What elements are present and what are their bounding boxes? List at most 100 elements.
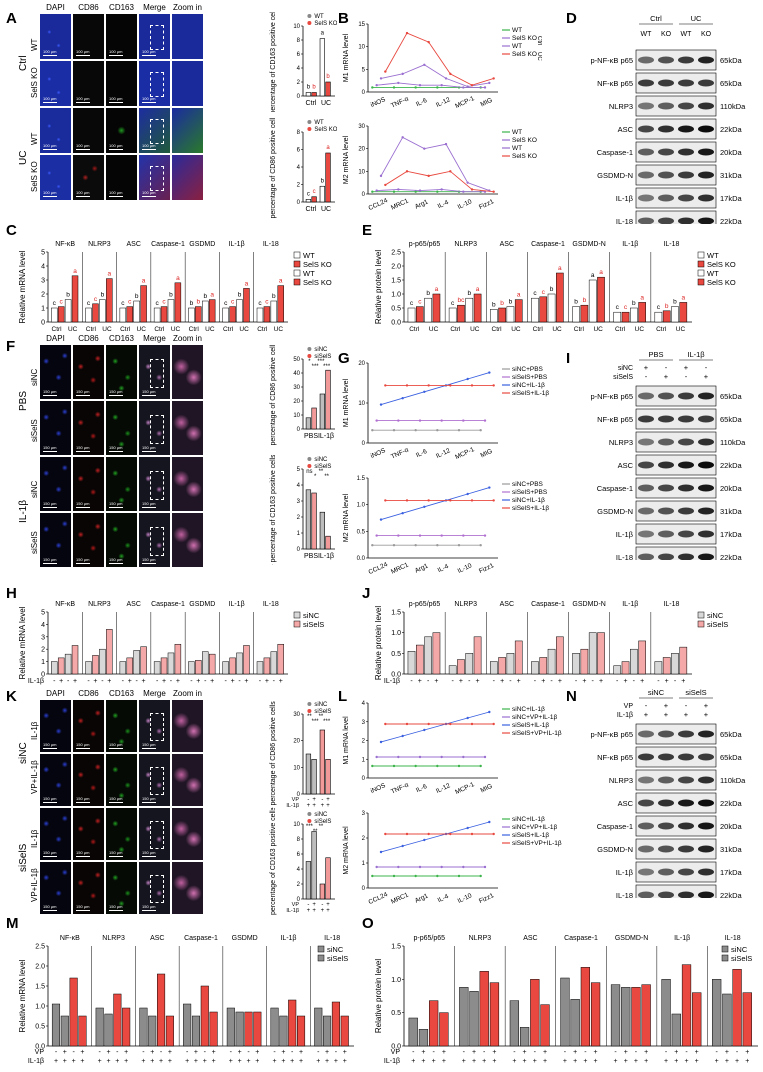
scale-bar — [76, 102, 90, 103]
tick-label: 0.0 — [357, 556, 366, 562]
gene-label: Fizz1 — [478, 198, 495, 211]
sign: + — [644, 710, 649, 719]
bar — [71, 275, 79, 323]
blot-D: Ctrl UC WT KO WT KO p-NF-κB p65 65kDa NF-κB p65 6… — [590, 14, 746, 224]
bar — [85, 307, 92, 323]
row-label: IL-1β — [30, 721, 39, 740]
bar — [256, 661, 264, 675]
bar — [222, 307, 229, 323]
tick-label: 0.0 — [391, 1044, 401, 1051]
scale-bar-label: 100 μm — [142, 96, 156, 101]
kda-label: 65kDa — [720, 730, 743, 739]
blot-strip — [635, 118, 717, 140]
band — [658, 891, 674, 898]
bar — [457, 304, 465, 323]
sign: - — [468, 678, 471, 685]
sig-label: ** — [307, 714, 312, 720]
gene-label: p-p65/p65 — [409, 601, 441, 608]
data-point — [371, 544, 374, 547]
bar — [288, 999, 297, 1047]
sign: + — [442, 1058, 446, 1065]
bar — [588, 279, 597, 323]
bar — [202, 651, 209, 675]
tick-label: 0 — [41, 672, 45, 679]
blot-strip — [635, 861, 717, 883]
sign: + — [176, 678, 180, 685]
x-category: IL-1β — [318, 433, 334, 440]
sign: + — [695, 1049, 699, 1056]
bar — [160, 657, 168, 675]
sig-letter: a — [326, 145, 330, 151]
bar — [661, 979, 671, 1047]
bar — [654, 661, 663, 675]
tick-label: 2.5 — [35, 944, 45, 951]
band — [658, 148, 674, 156]
sign: + — [583, 1058, 587, 1065]
tick-label: 0.5 — [391, 1010, 401, 1017]
band — [658, 753, 674, 761]
legend-label: siNC+IL-1β — [512, 706, 545, 713]
row-label: VP+IL-1β — [30, 760, 39, 794]
tick-label: 1.5 — [35, 984, 45, 991]
sign: - — [116, 1049, 119, 1056]
sig-label: ** — [319, 824, 324, 830]
tick-label: 0.5 — [357, 529, 366, 535]
row-label: VP+IL-1β — [30, 868, 39, 902]
sig-label: *** — [323, 364, 331, 370]
band — [698, 891, 714, 898]
bar — [305, 417, 312, 430]
gene-label: Caspase-1 — [184, 935, 218, 942]
bar — [319, 185, 325, 203]
legend-marker — [293, 260, 301, 268]
sign: + — [54, 1058, 58, 1065]
sign: - — [509, 678, 512, 685]
sign: + — [238, 1058, 242, 1065]
sign: + — [715, 1058, 719, 1065]
sign: + — [624, 1058, 628, 1065]
bar — [679, 646, 688, 675]
bar — [681, 964, 692, 1047]
legend-label: siNC — [731, 945, 748, 954]
sign: - — [575, 678, 578, 685]
micrograph-tile: 150 μm — [139, 808, 170, 860]
lane-label: KO — [661, 31, 672, 38]
group-label: UC — [18, 150, 29, 165]
bar — [229, 657, 236, 675]
band — [658, 461, 674, 469]
bar — [277, 285, 284, 323]
bar — [279, 1015, 288, 1047]
bar — [311, 196, 317, 203]
y-axis-label: Relative protein level — [374, 959, 383, 1033]
scale-bar-label: 100 μm — [109, 190, 123, 195]
gene-label: IL-12 — [435, 447, 452, 460]
group-label: Ctrl — [650, 14, 662, 23]
tick-label: 0 — [297, 897, 301, 903]
chart-G-m2: 0.0 0.5 1.0 1.5 M2 mRNA level CCL24 MRC1 Arg1 IL… — [343, 476, 549, 576]
kda-label: 22kDa — [720, 799, 743, 808]
bar — [270, 1007, 279, 1047]
sign: + — [307, 803, 311, 809]
legend-label: WT — [512, 145, 522, 152]
column-header: Merge — [143, 334, 166, 343]
y-axis-label: The percentage of CD163 positive cells (… — [270, 455, 277, 565]
band — [638, 194, 654, 202]
bar — [51, 307, 58, 323]
band — [658, 102, 674, 110]
column-header: Zoom in — [173, 3, 202, 12]
row-label: siNC — [30, 368, 39, 386]
gene-label: MIG — [479, 783, 493, 795]
kda-label: 22kDa — [720, 891, 743, 898]
legend-label: SelS KO — [303, 260, 332, 269]
chart-K-cd163: 0 2 4 6 8 10 The percentage of CD163 positive … — [270, 810, 335, 915]
tick-label: 1.0 — [35, 1004, 45, 1011]
bar — [64, 653, 72, 675]
bar — [104, 1013, 113, 1047]
bar — [174, 282, 182, 323]
tick-label: 5 — [41, 250, 45, 257]
bar — [305, 92, 312, 97]
scale-bar-label: 150 μm — [142, 501, 156, 506]
sig-label: * — [308, 359, 311, 365]
sig-letter: b — [135, 293, 139, 300]
sig-letter: b — [101, 292, 105, 299]
band — [638, 753, 654, 761]
